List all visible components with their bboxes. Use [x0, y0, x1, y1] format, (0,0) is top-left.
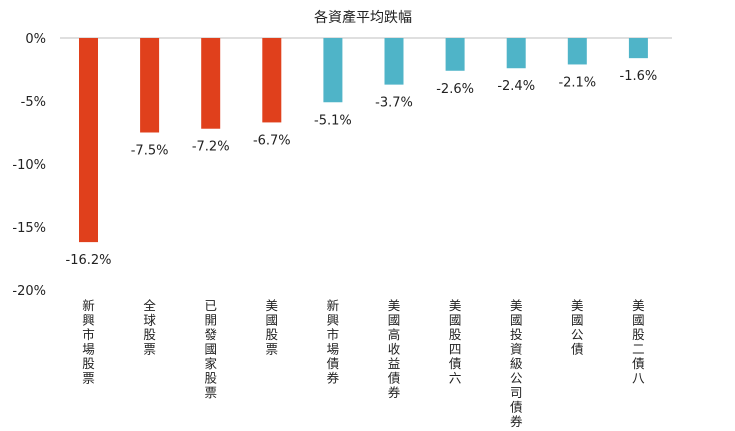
data-label: -2.1%	[558, 75, 596, 90]
data-label: -2.6%	[436, 82, 474, 97]
y-axis-ticks: 0% -5% -10% -15% -20%	[12, 32, 46, 299]
data-label: -1.6%	[620, 69, 658, 84]
category-label: 美國高收益債券	[388, 298, 401, 400]
bar	[323, 38, 343, 103]
category-label: 美國公債	[571, 298, 584, 357]
data-label: -16.2%	[66, 253, 112, 268]
category-labels: 新興市場股票 全球股票 已開發國家股票 美國股票 新興市場債券 美國高收益債券 美國股四債六…	[82, 298, 645, 429]
bar	[140, 38, 160, 133]
category-label: 已開發國家股票	[204, 298, 217, 400]
bar	[384, 38, 404, 85]
bar	[79, 38, 98, 243]
bar	[201, 38, 221, 129]
y-tick-label: -10%	[12, 158, 46, 173]
bar	[445, 38, 465, 71]
category-label: 新興市場債券	[327, 298, 340, 386]
category-label: 美國股四債六	[449, 298, 462, 386]
data-label: -6.7%	[253, 133, 291, 148]
data-label: -5.1%	[314, 113, 352, 128]
data-label: -7.5%	[131, 144, 169, 159]
y-tick-label: -15%	[12, 221, 46, 236]
category-label: 美國股票	[266, 298, 279, 357]
bar	[628, 38, 648, 59]
bars	[79, 38, 648, 243]
y-tick-label: -5%	[21, 95, 46, 110]
y-tick-label: 0%	[25, 32, 46, 47]
category-label: 全球股票	[143, 298, 156, 357]
bar	[567, 38, 587, 65]
bar	[262, 38, 282, 123]
category-label: 美國投資級公司債券	[510, 298, 523, 429]
data-labels: -16.2% -7.5% -7.2% -6.7% -5.1% -3.7% -2.6% -2.4…	[66, 69, 658, 268]
data-label: -3.7%	[375, 96, 413, 111]
y-tick-label: -20%	[12, 284, 46, 299]
category-label: 新興市場股票	[82, 298, 95, 386]
bar	[506, 38, 526, 69]
category-label: 美國股二債八	[632, 298, 645, 386]
data-label: -7.2%	[192, 140, 230, 155]
data-label: -2.4%	[497, 79, 535, 94]
chart-title: 各資產平均跌幅	[314, 9, 412, 26]
